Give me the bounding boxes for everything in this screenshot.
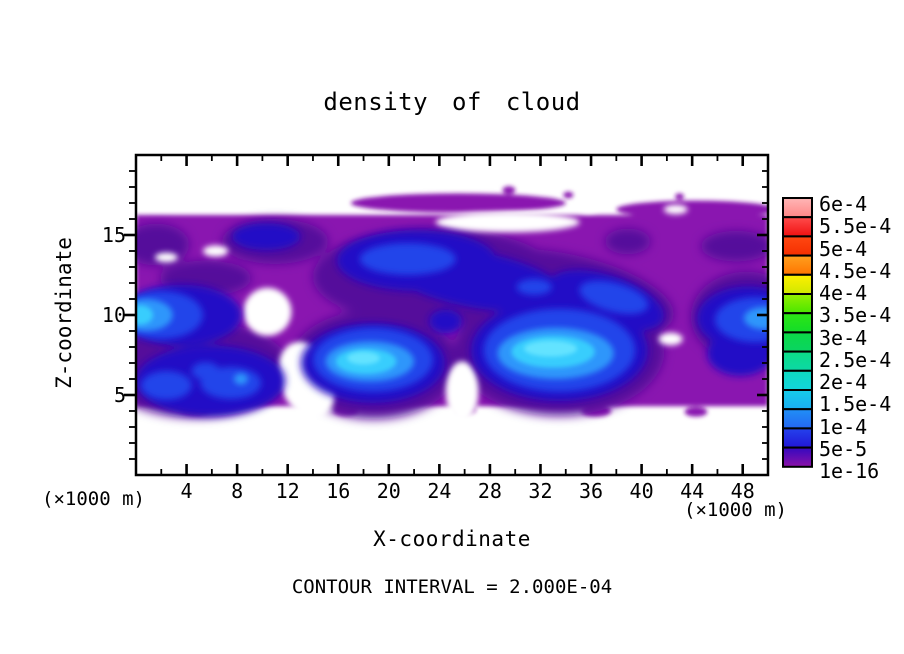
colorbar-cell: [782, 331, 813, 353]
colorbar-label: 1e-4: [819, 414, 868, 439]
x-tick-label: 16: [326, 479, 351, 503]
colorbar-cell: [782, 446, 813, 468]
x-tick-label: 40: [629, 479, 654, 503]
x-tick-label: 4: [180, 479, 193, 503]
colorbar-cell: [782, 216, 813, 238]
x-tick-label: 36: [578, 479, 604, 503]
contour-interval-note: CONTOUR INTERVAL = 2.000E-04: [291, 576, 613, 598]
colorbar-cell: [782, 273, 813, 295]
colorbar-cell: [782, 254, 813, 276]
colorbar-label: 1e-16: [819, 459, 880, 483]
colorbar-label: 6e-4: [819, 192, 868, 216]
x-tick-label: 44: [680, 479, 705, 503]
colorbar-label: 5.5e-4: [819, 214, 892, 239]
colorbar-label: 2.5e-4: [819, 347, 892, 372]
colorbar-cell: [782, 197, 813, 219]
colorbar-label: 5e-4: [819, 236, 868, 261]
z-tick-label: 5: [113, 383, 126, 407]
x-tick-label: 32: [528, 479, 553, 503]
colorbar-cell: [782, 389, 813, 411]
z-axis-unit: (×1000 m): [42, 488, 145, 510]
x-tick-label: 8: [231, 479, 244, 503]
colorbar-label: 4.5e-4: [819, 258, 892, 283]
colorbar: [782, 197, 813, 468]
x-tick-label: 48: [730, 479, 755, 503]
colorbar-cell: [782, 312, 813, 334]
colorbar-label: 3.5e-4: [819, 303, 892, 328]
x-axis-unit: (×1000 m): [684, 499, 787, 521]
colorbar-label: 4e-4: [819, 281, 868, 305]
colorbar-label: 5e-5: [819, 436, 868, 461]
x-tick-label: 28: [477, 479, 502, 503]
colorbar-label: 3e-4: [819, 325, 868, 350]
colorbar-cell: [782, 350, 813, 372]
x-tick-label: 24: [427, 479, 452, 503]
axis-ticks: [124, 155, 769, 475]
colorbar-label: 1.5e-4: [819, 392, 892, 417]
colorbar-cell: [782, 235, 813, 257]
colorbar-label: 2e-4: [819, 370, 868, 394]
contour-field: [136, 186, 768, 423]
colorbar-cell: [782, 293, 813, 315]
x-axis-label: X-coordinate: [373, 527, 531, 551]
layer-clear-holes: [154, 196, 688, 423]
colorbar-cell: [782, 408, 813, 430]
z-tick-label: 10: [101, 303, 126, 327]
layer-bright-core: [347, 340, 578, 365]
colorbar-cell: [782, 427, 813, 449]
x-tick-label: 20: [376, 479, 401, 503]
chart-title: density of cloud: [323, 88, 581, 116]
x-tick-label: 12: [275, 479, 300, 503]
z-axis-label: Z-coordinate: [52, 237, 76, 389]
z-tick-label: 15: [101, 223, 126, 247]
colorbar-cell: [782, 369, 813, 391]
